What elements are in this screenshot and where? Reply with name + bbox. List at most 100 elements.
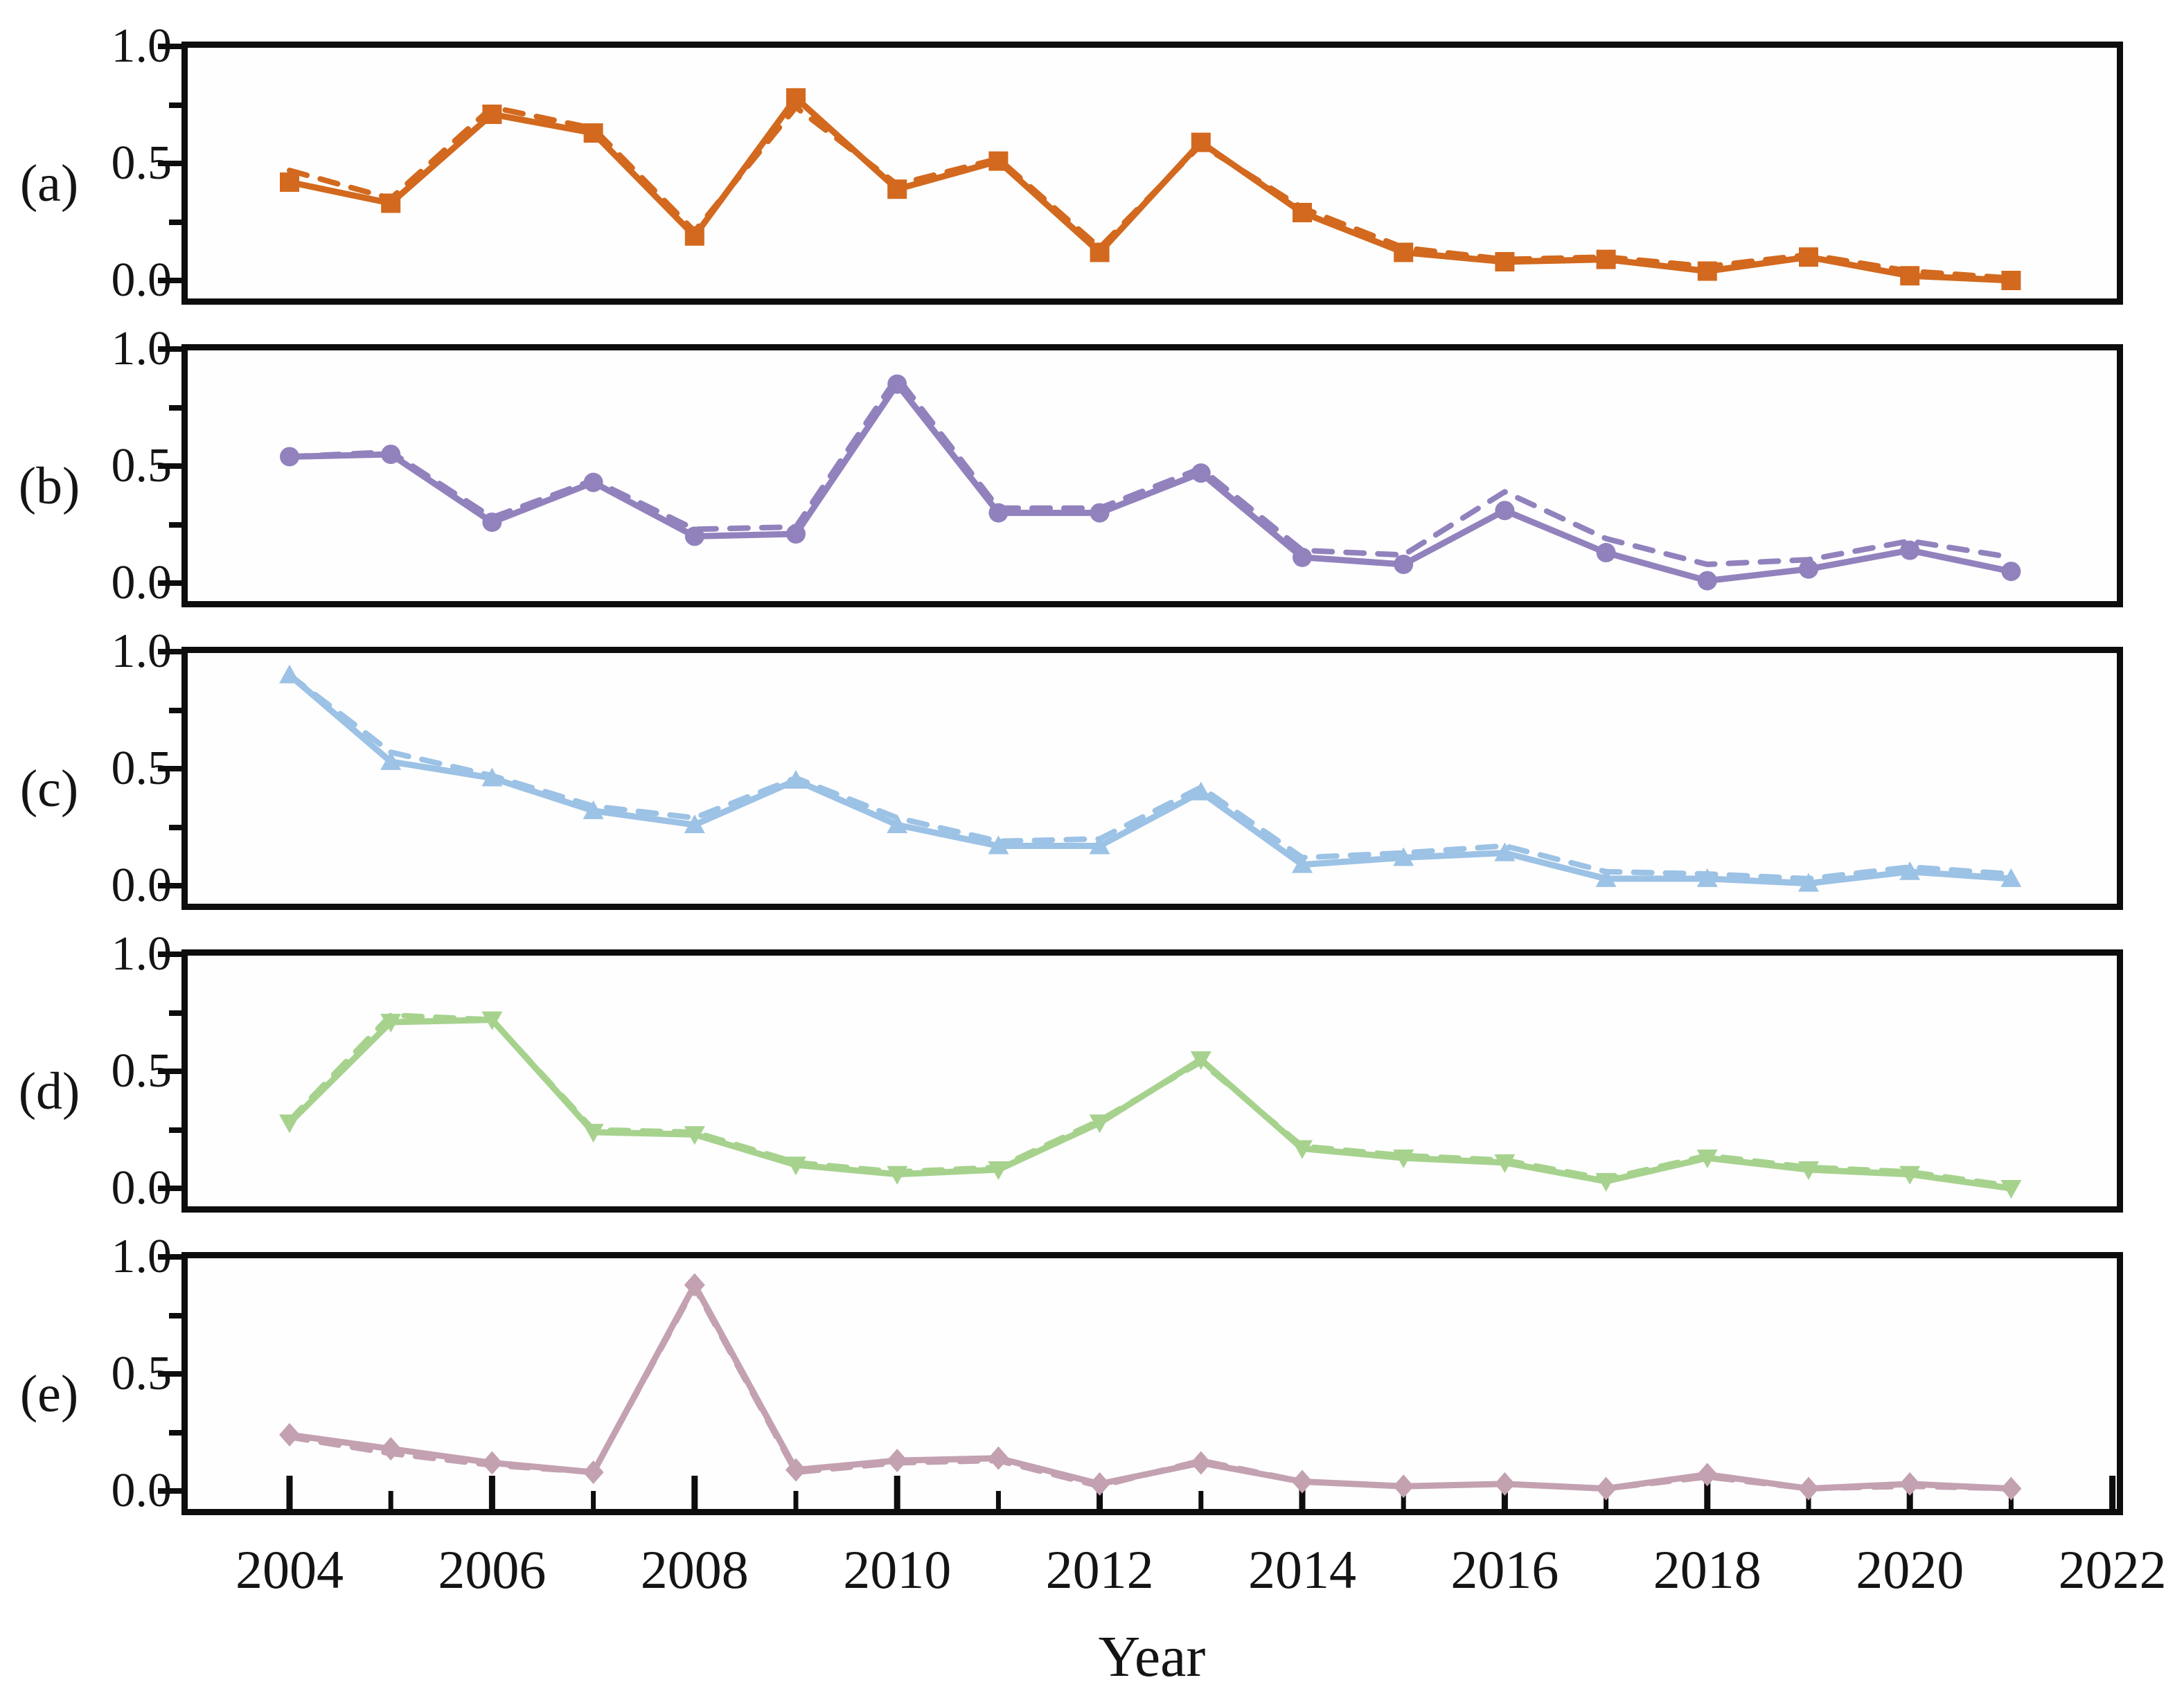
panel-d-marker-2010 — [887, 1165, 908, 1185]
x-axis-tick-2011 — [995, 1491, 1001, 1509]
panel-b-marker-2010 — [887, 374, 907, 394]
panel-a-solid-line — [286, 94, 2014, 284]
panel-d-marker-2004 — [279, 1114, 300, 1134]
panel-e-plot — [181, 1252, 2123, 1515]
x-axis-tick-2022 — [2109, 1476, 2116, 1509]
panel-e-frame — [181, 1252, 2123, 1515]
panel-a-y-tick-1 — [158, 44, 181, 49]
panel-c-y-tick-0.5 — [158, 766, 181, 771]
x-axis-tick-label-2010: 2010 — [843, 1539, 952, 1600]
panel-b-marker-2015 — [1394, 554, 1414, 574]
panel-e-letter: (e) — [19, 1365, 79, 1423]
panel-a-frame — [181, 42, 2123, 305]
panel-b-marker-2008 — [684, 526, 704, 546]
panel-c-marker-2014 — [1292, 854, 1313, 873]
panel-a-marker-2013 — [1191, 132, 1211, 152]
panel-e-y-tick-0.5 — [158, 1371, 181, 1377]
panel-a-marker-2016 — [1495, 251, 1515, 271]
panel-e — [181, 1252, 2123, 1515]
panel-a-marker-2005 — [381, 193, 401, 213]
panel-e-marker-2017 — [1595, 1476, 1617, 1501]
panel-d — [181, 949, 2123, 1213]
panel-c-marker-2013 — [1190, 781, 1211, 801]
panel-d-marker-2008 — [684, 1126, 705, 1145]
panel-e-y-tick-0.75 — [169, 1312, 181, 1319]
panel-d-solid-line — [286, 1017, 2014, 1192]
panel-e-marker-2004 — [279, 1422, 300, 1447]
panel-e-marker-2007 — [583, 1460, 604, 1484]
x-axis-tick-label-2004: 2004 — [236, 1539, 344, 1600]
panel-d-marker-2013 — [1190, 1051, 1211, 1071]
panel-b-y-tick-0.25 — [169, 521, 181, 528]
panel-b-dashed-line — [287, 374, 2014, 567]
panel-c-dashed-line — [287, 672, 2014, 882]
panel-c-y-tick-1 — [158, 649, 181, 654]
x-axis-tick-2015 — [1401, 1491, 1406, 1509]
panel-e-marker-2012 — [1089, 1472, 1110, 1496]
panel-b-y-tick-1 — [158, 346, 181, 352]
x-axis-tick-2010 — [894, 1476, 900, 1509]
panel-a-marker-2015 — [1394, 242, 1414, 262]
panel-a-y-tick-0.5 — [158, 161, 181, 166]
panel-b-frame — [181, 344, 2123, 607]
panel-b-y-tick-0.75 — [169, 404, 181, 411]
panel-e-solid-line — [286, 1282, 2014, 1492]
panel-a-marker-2007 — [583, 123, 603, 143]
panel-b-marker-2013 — [1191, 463, 1211, 483]
panel-b-y-tick-0.5 — [158, 463, 181, 469]
panel-c-marker-2006 — [481, 767, 503, 787]
panel-b-marker-2009 — [786, 524, 806, 544]
panel-b-marker-2020 — [1900, 540, 1920, 560]
panel-b-marker-2005 — [381, 445, 401, 465]
x-axis-tick-label-2022: 2022 — [2058, 1539, 2167, 1600]
panel-a — [181, 42, 2123, 305]
panel-c-marker-2020 — [1899, 861, 1921, 880]
x-axis-tick-label-2008: 2008 — [640, 1539, 749, 1600]
panel-a-marker-2008 — [684, 226, 704, 246]
panel-b — [181, 344, 2123, 607]
panel-a-marker-2020 — [1900, 266, 1920, 286]
panel-a-marker-2004 — [280, 172, 299, 193]
panel-c-marker-2010 — [887, 814, 908, 834]
panel-c-y-tick-0.75 — [169, 707, 181, 713]
panel-a-dashed-line — [287, 104, 2014, 281]
panel-a-marker-2006 — [482, 105, 502, 125]
x-axis-tick-2007 — [591, 1491, 596, 1509]
panel-e-marker-2019 — [1798, 1476, 1819, 1501]
panel-b-marker-2006 — [482, 512, 502, 533]
x-axis-tick-2005 — [388, 1491, 393, 1509]
panel-d-y-tick-0.25 — [169, 1127, 181, 1133]
x-axis-tick-label-2006: 2006 — [438, 1539, 547, 1600]
panel-e-dashed-line — [287, 1284, 2014, 1492]
panel-a-letter: (a) — [19, 154, 79, 213]
panel-a-y-tick-0.75 — [169, 102, 181, 108]
panel-d-y-tick-0.5 — [158, 1069, 181, 1074]
x-axis-tick-2018 — [1704, 1476, 1711, 1509]
panel-d-marker-2019 — [1798, 1161, 1819, 1180]
panel-d-marker-2020 — [1899, 1165, 1921, 1185]
panel-e-marker-2018 — [1696, 1463, 1718, 1487]
x-axis-tick-2006 — [488, 1476, 495, 1509]
panel-d-marker-2014 — [1292, 1140, 1313, 1159]
panel-c-marker-2016 — [1494, 842, 1516, 861]
panel-a-y-tick-0 — [158, 278, 181, 283]
panel-a-marker-2012 — [1090, 242, 1110, 262]
panel-d-marker-2016 — [1494, 1154, 1516, 1173]
panel-d-plot — [181, 949, 2123, 1213]
panel-a-plot — [181, 42, 2123, 305]
panel-e-marker-2021 — [2000, 1476, 2022, 1501]
panel-d-marker-2009 — [785, 1156, 806, 1176]
panel-c-marker-2012 — [1089, 835, 1110, 855]
panel-c-y-tick-0 — [158, 883, 181, 888]
panel-c — [181, 647, 2123, 910]
panel-e-marker-2015 — [1393, 1474, 1414, 1499]
panel-d-y-tick-0 — [158, 1186, 181, 1191]
panel-d-y-tick-1 — [158, 951, 181, 957]
panel-b-marker-2014 — [1293, 547, 1312, 567]
panel-a-marker-2009 — [786, 88, 806, 108]
panel-c-marker-2017 — [1595, 868, 1617, 887]
x-axis-tick-2004 — [286, 1476, 293, 1509]
panel-b-marker-2016 — [1495, 501, 1515, 521]
panel-c-marker-2009 — [785, 769, 806, 789]
panel-d-marker-2011 — [988, 1161, 1009, 1180]
